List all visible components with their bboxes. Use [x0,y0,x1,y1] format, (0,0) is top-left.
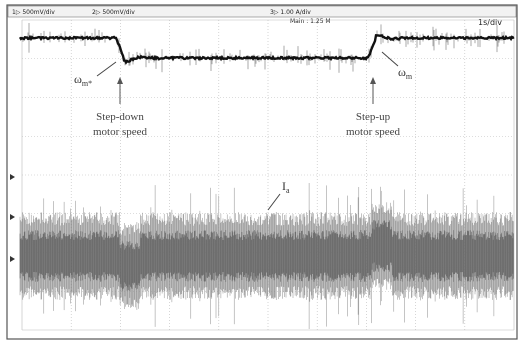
time-per-div: 1s/div [478,18,502,27]
channel-3-label: 3▷ 1.00 A/div [270,9,311,16]
header-bar [8,6,516,17]
scope-screenshot: 1▷ 500mV/div 2▷ 500mV/div 3▷ 1.00 A/div … [0,0,524,346]
step-down-label: motor speed [93,126,148,138]
step-up-label: motor speed [346,126,401,138]
channel-2-label: 2▷ 500mV/div [92,9,135,16]
step-down-label: Step-down [96,111,144,123]
step-up-label: Step-up [356,111,391,123]
channel-1-label: 1▷ 500mV/div [12,9,55,16]
timebase-label: Main : 1.25 M [290,18,331,25]
